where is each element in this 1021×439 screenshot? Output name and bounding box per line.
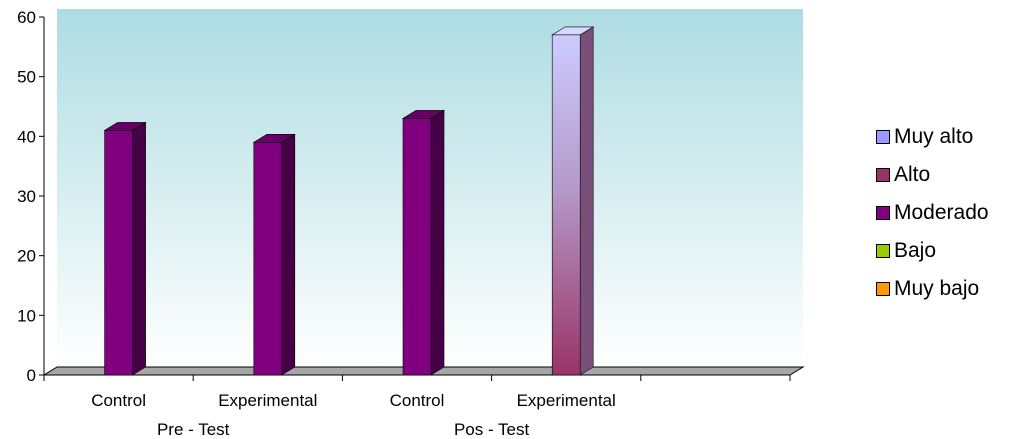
- bar-side: [281, 133, 296, 376]
- legend-label: Moderado: [894, 201, 989, 224]
- x-category-label: Experimental: [517, 391, 616, 410]
- bar-side: [579, 26, 594, 376]
- legend-swatch: [876, 244, 890, 258]
- x-category-label: Control: [91, 391, 146, 410]
- y-tick-label: 0: [27, 366, 36, 385]
- y-tick-label: 40: [17, 127, 36, 146]
- y-tick-label: 30: [17, 187, 36, 206]
- legend-item: Bajo: [876, 232, 989, 270]
- bar: [253, 142, 283, 376]
- legend-item: Alto: [876, 156, 989, 194]
- y-tick-label: 20: [17, 247, 36, 266]
- x-group-label: Pos - Test: [454, 420, 530, 439]
- legend-swatch: [876, 130, 890, 144]
- x-category-label: Experimental: [218, 391, 317, 410]
- legend-item: Muy alto: [876, 118, 989, 156]
- x-category-label: Control: [390, 391, 445, 410]
- legend-swatch: [876, 206, 890, 220]
- legend-swatch: [876, 168, 890, 182]
- y-tick-label: 10: [17, 306, 36, 325]
- legend-item: Moderado: [876, 194, 989, 232]
- bar-side: [430, 109, 445, 376]
- y-tick-label: 60: [17, 8, 36, 27]
- bar: [104, 130, 133, 376]
- bar: [551, 34, 581, 376]
- bar: [402, 118, 432, 376]
- legend-item: Muy bajo: [876, 270, 989, 308]
- legend-label: Alto: [894, 163, 931, 186]
- legend-label: Muy alto: [894, 125, 974, 148]
- x-group-label: Pre - Test: [157, 420, 230, 439]
- y-tick-label: 50: [17, 68, 36, 87]
- bar-side: [132, 121, 146, 376]
- legend-swatch: [876, 282, 890, 296]
- legend: Muy alto Alto Moderado Bajo Muy bajo: [876, 118, 989, 308]
- legend-label: Muy bajo: [894, 277, 980, 300]
- legend-label: Bajo: [894, 239, 937, 262]
